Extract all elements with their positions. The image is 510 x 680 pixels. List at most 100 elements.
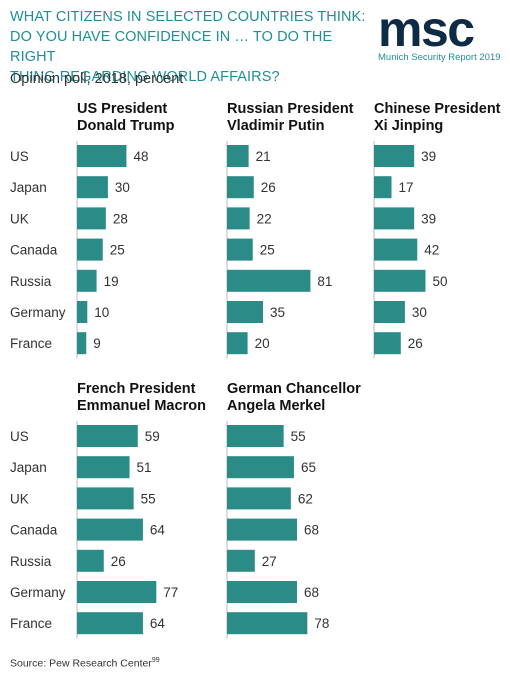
category-label: Japan [10,460,47,475]
bar [227,425,284,447]
data-label: 48 [133,149,148,164]
bar [77,238,103,261]
source-text: Source: Pew Research Center [10,657,152,670]
bar [77,176,108,199]
bar [227,487,291,510]
bar [227,207,250,230]
bar [77,425,138,447]
data-label: 78 [314,616,329,631]
data-label: 77 [163,585,178,600]
data-label: 20 [255,336,270,351]
bar [77,612,143,635]
panel-title: Russian President [227,101,354,117]
panel-title: Donald Trump [77,118,175,134]
data-label: 81 [317,274,332,289]
bar [227,612,308,635]
data-label: 42 [424,243,439,258]
bar [374,145,415,167]
category-label: UK [10,491,29,506]
bar [374,301,405,323]
source-note: Source: Pew Research Center99 [10,657,160,670]
data-label: 17 [399,180,414,195]
data-label: 55 [141,491,156,506]
data-label: 30 [412,305,427,320]
logo-tagline: Munich Security Report 2019 [378,52,501,63]
data-label: 65 [301,460,316,475]
bar [374,269,426,292]
panel-title: Emmanuel Macron [77,398,206,414]
bar [227,238,253,261]
bar [374,176,392,199]
bar [227,301,264,323]
category-label: France [10,616,52,631]
bar [77,456,130,479]
bar [77,269,97,292]
panel-title: Xi Jinping [374,118,443,134]
data-label: 62 [298,491,313,506]
bar [374,207,415,230]
data-label: 28 [113,211,128,226]
bar [77,487,134,510]
bar [77,581,157,603]
category-label: Russia [10,274,52,289]
panel-title: Angela Merkel [227,398,325,414]
data-label: 26 [111,554,126,569]
panel-title: French President [77,381,196,397]
bar [77,549,104,572]
data-label: 19 [104,274,119,289]
data-label: 51 [137,460,152,475]
data-label: 68 [304,585,319,600]
logo-letters: msc [378,1,475,57]
chart-title: WHAT CITIZENS IN SELECTED COUNTRIES THIN… [10,7,370,87]
category-label: Germany [10,305,66,320]
bar [227,456,294,479]
category-label: Russia [10,554,52,569]
chart-subtitle: Opinion poll, 2018, percent [10,71,184,87]
data-label: 50 [433,274,448,289]
msc-logo: msc Munich Security Report 2019 [378,1,504,63]
bar [227,145,249,167]
data-label: 35 [270,305,285,320]
category-label: Japan [10,180,47,195]
data-label: 26 [408,336,423,351]
panel-title: German Chancellor [227,381,361,397]
bar [227,518,298,541]
bar [77,518,143,541]
bar [77,145,127,167]
data-label: 21 [256,149,271,164]
bar [77,207,106,230]
data-label: 64 [150,523,166,538]
bar [77,301,88,323]
bar [374,238,418,261]
category-label: Canada [10,243,58,258]
data-label: 27 [262,554,277,569]
chart-title-line: WHAT CITIZENS IN SELECTED COUNTRIES THIN… [10,9,366,25]
panel-title: Vladimir Putin [227,118,325,134]
source-footnote: 99 [151,657,160,664]
bar [374,332,401,355]
category-label: UK [10,211,29,226]
data-label: 10 [94,305,109,320]
data-label: 25 [260,243,275,258]
data-label: 25 [110,243,125,258]
panel-title: US President [77,101,167,117]
bar [227,269,311,292]
data-label: 39 [421,149,436,164]
data-label: 26 [261,180,276,195]
category-label: US [10,429,29,444]
data-label: 64 [150,616,166,631]
category-label: Germany [10,585,66,600]
data-label: 22 [257,211,272,226]
bar [227,549,255,572]
panel-title: Chinese President [374,101,501,117]
data-label: 68 [304,523,319,538]
data-label: 59 [145,429,160,444]
bar [77,332,87,355]
bar [227,581,298,603]
